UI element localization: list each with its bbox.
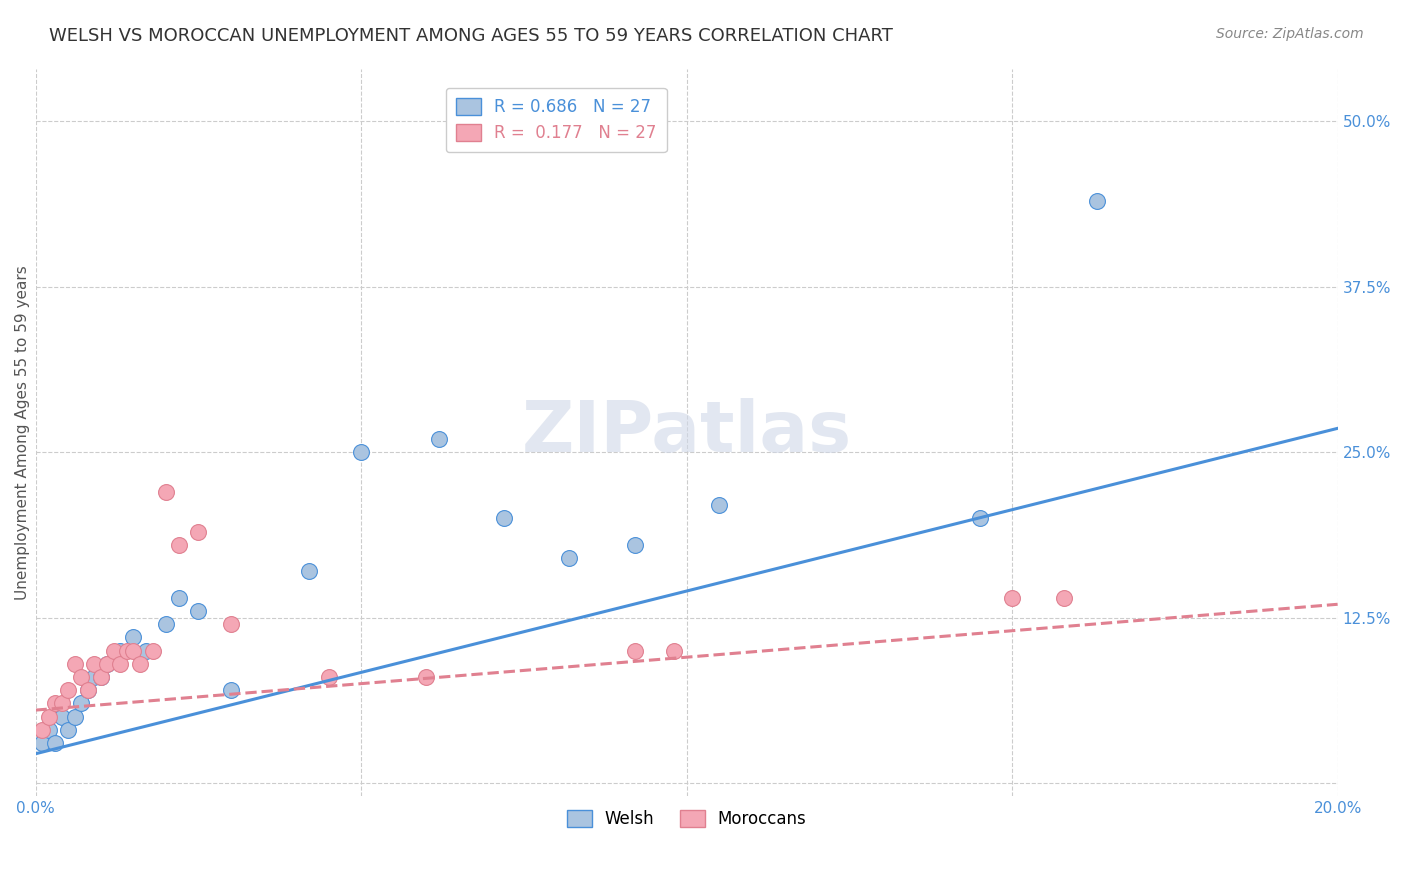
Text: Source: ZipAtlas.com: Source: ZipAtlas.com [1216,27,1364,41]
Point [31,723,53,737]
Point [1085,194,1108,208]
Point [103,643,125,657]
Point [415,670,437,684]
Y-axis label: Unemployment Among Ages 55 to 59 years: Unemployment Among Ages 55 to 59 years [15,265,30,599]
Point [108,643,131,657]
Point [427,432,450,446]
Point [707,498,730,512]
Point [115,643,138,657]
Point [167,538,190,552]
Point [56,683,79,698]
Point [318,670,340,684]
Point [623,643,645,657]
Point [135,643,157,657]
Point [83,670,105,684]
Point [187,524,209,539]
Point [122,631,145,645]
Point [56,723,79,737]
Point [298,564,321,578]
Point [63,657,86,671]
Point [187,604,209,618]
Point [96,657,118,671]
Point [350,445,373,459]
Point [38,723,60,737]
Text: WELSH VS MOROCCAN UNEMPLOYMENT AMONG AGES 55 TO 59 YEARS CORRELATION CHART: WELSH VS MOROCCAN UNEMPLOYMENT AMONG AGE… [49,27,893,45]
Point [155,617,177,632]
Point [51,697,73,711]
Point [44,736,66,750]
Point [167,591,190,605]
Point [90,670,112,684]
Point [76,683,98,698]
Point [51,709,73,723]
Point [122,643,145,657]
Point [31,736,53,750]
Point [128,657,150,671]
Point [219,683,242,698]
Legend: Welsh, Moroccans: Welsh, Moroccans [560,804,813,835]
Point [155,484,177,499]
Point [70,697,93,711]
Point [1053,591,1076,605]
Point [96,657,118,671]
Point [90,670,112,684]
Point [83,657,105,671]
Text: ZIPatlas: ZIPatlas [522,398,852,467]
Point [494,511,516,525]
Point [38,709,60,723]
Point [969,511,991,525]
Point [558,551,581,566]
Point [108,657,131,671]
Point [142,643,165,657]
Point [63,709,86,723]
Point [44,697,66,711]
Point [70,670,93,684]
Point [76,683,98,698]
Point [1001,591,1024,605]
Point [219,617,242,632]
Point [662,643,685,657]
Point [623,538,645,552]
